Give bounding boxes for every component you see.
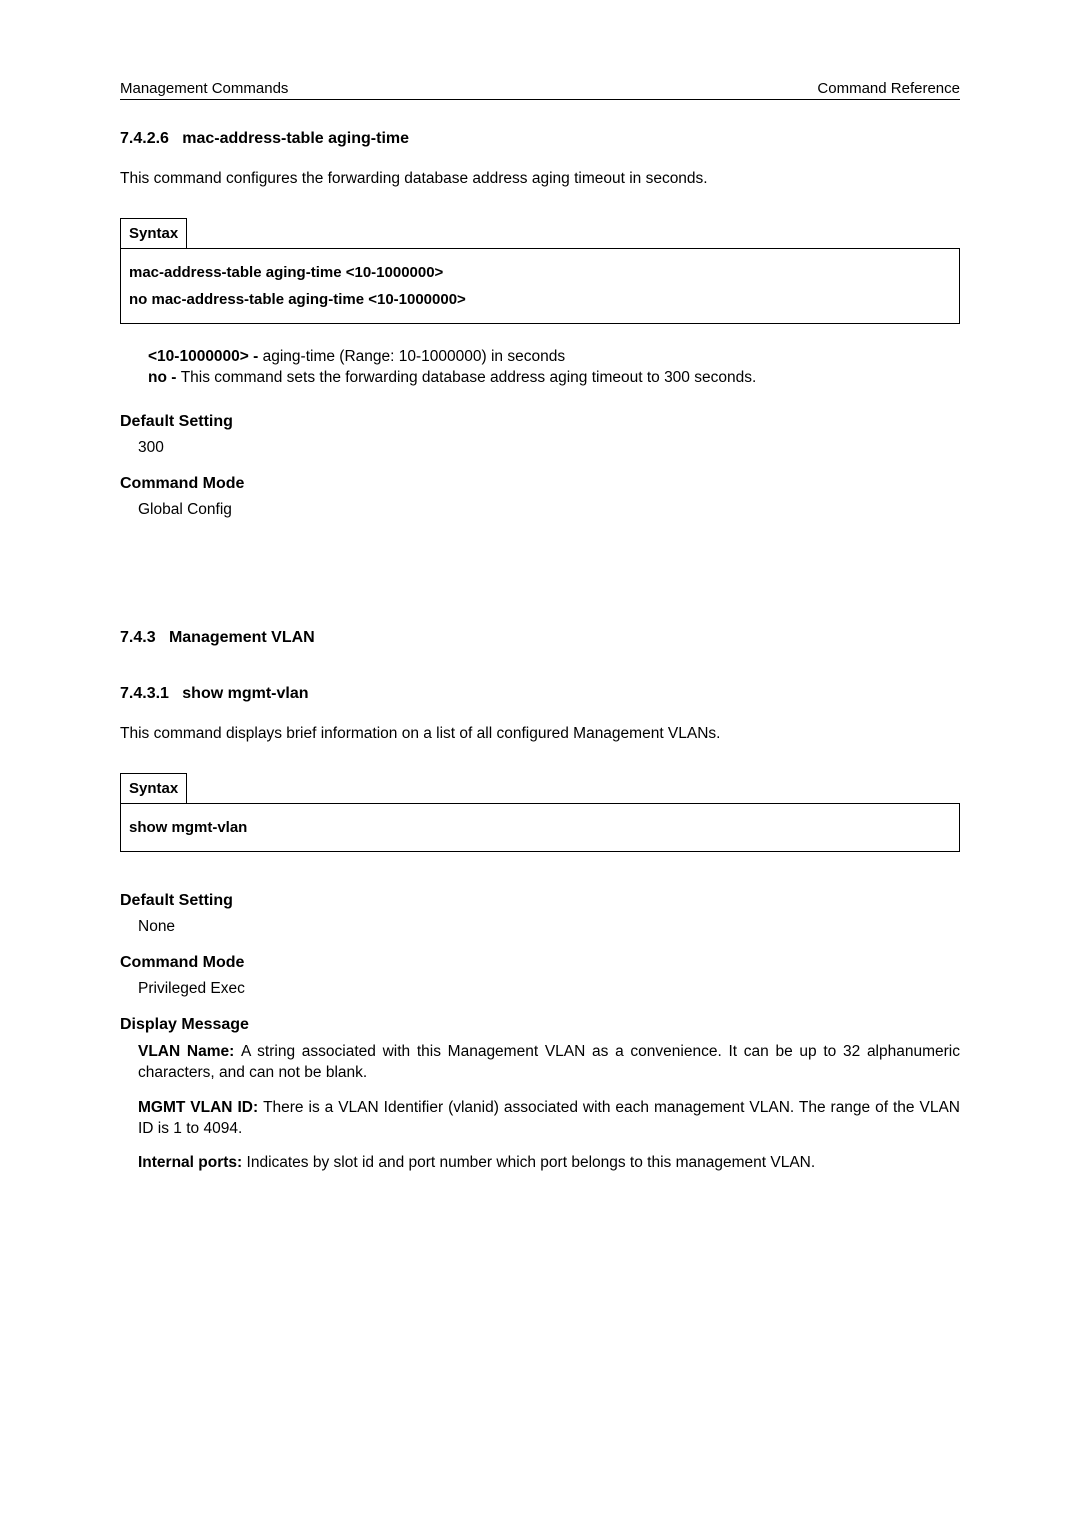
display-message-2: MGMT VLAN ID: There is a VLAN Identifier…	[138, 1098, 960, 1140]
section-heading-7426: 7.4.2.6 mac-address-table aging-time	[120, 130, 960, 148]
syntax-box: show mgmt-vlan	[120, 803, 960, 852]
command-mode-value: Global Config	[138, 501, 960, 519]
display-message-3: Internal ports: Indicates by slot id and…	[138, 1153, 960, 1174]
section-title: mac-address-table aging-time	[182, 130, 409, 147]
param-line-2: no - This command sets the forwarding da…	[148, 367, 960, 389]
section-heading-743: 7.4.3 Management VLAN	[120, 629, 960, 647]
msg-text: A string associated with this Management…	[138, 1043, 960, 1081]
display-message-1: VLAN Name: A string associated with this…	[138, 1042, 960, 1084]
default-setting-label: Default Setting	[120, 892, 960, 910]
section-number: 7.4.2.6	[120, 130, 169, 147]
default-setting-label: Default Setting	[120, 413, 960, 431]
section-number: 7.4.3.1	[120, 685, 169, 702]
default-setting-value: 300	[138, 439, 960, 457]
command-mode-label: Command Mode	[120, 954, 960, 972]
syntax-box: mac-address-table aging-time <10-1000000…	[120, 248, 960, 324]
msg-key: VLAN Name:	[138, 1043, 241, 1060]
param-key: <10-1000000> -	[148, 348, 263, 365]
syntax-command-1: mac-address-table aging-time <10-1000000…	[129, 259, 951, 286]
msg-key: Internal ports:	[138, 1154, 247, 1171]
parameter-block-7426: <10-1000000> - aging-time (Range: 10-100…	[148, 346, 960, 389]
param-desc: aging-time (Range: 10-1000000) in second…	[263, 348, 565, 365]
page-header: Management Commands Command Reference	[120, 80, 960, 97]
syntax-command-2: no mac-address-table aging-time <10-1000…	[129, 286, 951, 313]
spacer	[120, 874, 960, 892]
header-right-text: Command Reference	[817, 80, 960, 97]
syntax-label: Syntax	[120, 218, 187, 248]
param-key: no -	[148, 369, 181, 386]
syntax-container-7431: Syntax show mgmt-vlan	[120, 773, 960, 852]
syntax-command-1: show mgmt-vlan	[129, 814, 951, 841]
section-title: Management VLAN	[169, 629, 315, 646]
header-rule	[120, 99, 960, 100]
syntax-container-7426: Syntax mac-address-table aging-time <10-…	[120, 218, 960, 324]
section-intro-7431: This command displays brief information …	[120, 723, 960, 745]
param-desc: This command sets the forwarding databas…	[181, 369, 757, 386]
section-number: 7.4.3	[120, 629, 156, 646]
msg-key: MGMT VLAN ID:	[138, 1099, 263, 1116]
command-mode-label: Command Mode	[120, 475, 960, 493]
section-intro-7426: This command configures the forwarding d…	[120, 168, 960, 190]
param-line-1: <10-1000000> - aging-time (Range: 10-100…	[148, 346, 960, 368]
header-left-text: Management Commands	[120, 80, 288, 97]
section-heading-7431: 7.4.3.1 show mgmt-vlan	[120, 685, 960, 703]
syntax-label: Syntax	[120, 773, 187, 803]
display-message-label: Display Message	[120, 1016, 960, 1034]
default-setting-value: None	[138, 918, 960, 936]
msg-text: Indicates by slot id and port number whi…	[247, 1154, 816, 1171]
command-mode-value: Privileged Exec	[138, 980, 960, 998]
section-title: show mgmt-vlan	[182, 685, 308, 702]
